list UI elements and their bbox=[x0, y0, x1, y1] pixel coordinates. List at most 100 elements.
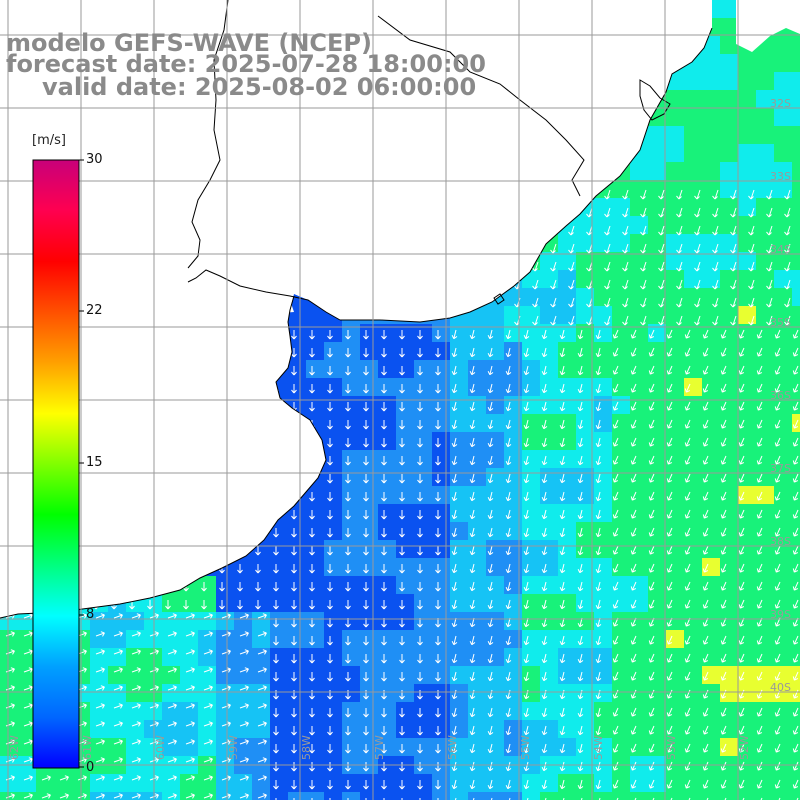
field-cell bbox=[90, 630, 108, 648]
wind-arrow bbox=[774, 743, 781, 753]
field-cell bbox=[612, 378, 630, 396]
field-cell bbox=[738, 504, 756, 522]
field-cell bbox=[558, 684, 576, 702]
field-cell bbox=[738, 72, 756, 90]
lon-label: 57W bbox=[373, 735, 386, 760]
wind-arrow bbox=[417, 636, 423, 646]
wind-arrow bbox=[469, 761, 476, 772]
wind-arrow bbox=[702, 743, 709, 753]
wind-arrow bbox=[505, 599, 512, 610]
wind-arrow bbox=[167, 631, 177, 637]
field-cell bbox=[162, 594, 180, 612]
field-cell bbox=[360, 450, 378, 468]
wind-arrow bbox=[469, 509, 476, 520]
wind-arrow bbox=[417, 744, 423, 754]
wind-arrow bbox=[345, 654, 351, 664]
field-cell bbox=[234, 648, 252, 666]
field-cell bbox=[558, 288, 576, 306]
wind-arrow bbox=[451, 599, 458, 610]
field-cell bbox=[630, 666, 648, 684]
wind-arrow bbox=[219, 600, 225, 610]
field-cell bbox=[486, 450, 504, 468]
wind-arrow bbox=[666, 653, 673, 663]
field-cell bbox=[414, 774, 432, 792]
wind-arrow bbox=[451, 329, 458, 340]
wind-arrow bbox=[381, 672, 387, 682]
field-cell bbox=[324, 396, 342, 414]
wind-arrow bbox=[702, 473, 709, 483]
wind-arrow bbox=[417, 654, 423, 664]
wind-arrow bbox=[487, 329, 494, 340]
wind-arrow bbox=[684, 509, 691, 519]
wind-arrow bbox=[766, 297, 773, 308]
field-cell bbox=[738, 126, 756, 144]
field-cell bbox=[756, 630, 774, 648]
wind-arrow bbox=[541, 383, 548, 394]
wind-arrow bbox=[612, 437, 619, 447]
wind-arrow bbox=[720, 761, 727, 771]
wind-arrow bbox=[95, 703, 105, 709]
wind-arrow bbox=[435, 726, 441, 736]
wind-arrow bbox=[327, 348, 333, 358]
wind-arrow bbox=[720, 653, 727, 663]
field-cell bbox=[774, 252, 792, 270]
wind-arrow bbox=[131, 649, 141, 655]
field-cell bbox=[756, 234, 774, 252]
field-cell bbox=[540, 774, 558, 792]
field-cell bbox=[612, 576, 630, 594]
lat-label: 35S bbox=[770, 316, 791, 329]
field-cell bbox=[432, 792, 450, 800]
field-cell bbox=[378, 396, 396, 414]
wind-arrow bbox=[702, 491, 709, 501]
wind-arrow bbox=[327, 636, 333, 646]
field-cell bbox=[198, 648, 216, 666]
field-cell bbox=[288, 540, 306, 558]
wind-arrow bbox=[541, 347, 548, 358]
wind-arrow bbox=[694, 297, 701, 308]
wind-arrow bbox=[792, 401, 799, 411]
field-cell bbox=[540, 486, 558, 504]
wind-arrow bbox=[712, 207, 719, 218]
wind-arrow bbox=[23, 703, 33, 709]
wind-arrow bbox=[694, 261, 701, 272]
field-cell bbox=[684, 648, 702, 666]
field-cell bbox=[486, 666, 504, 684]
wind-arrow bbox=[684, 401, 691, 411]
wind-arrow bbox=[792, 347, 799, 357]
field-cell bbox=[306, 612, 324, 630]
field-cell bbox=[324, 720, 342, 738]
wind-arrow bbox=[720, 725, 727, 735]
field-cell bbox=[414, 702, 432, 720]
field-cell bbox=[720, 360, 738, 378]
wind-arrow bbox=[363, 546, 369, 556]
wind-arrow bbox=[505, 725, 512, 736]
wind-arrow bbox=[5, 793, 15, 799]
wind-arrow bbox=[541, 707, 548, 718]
field-cell bbox=[738, 558, 756, 576]
wind-arrow bbox=[792, 743, 799, 753]
wind-arrow bbox=[185, 703, 195, 709]
field-cell bbox=[162, 792, 180, 800]
wind-arrow bbox=[185, 667, 195, 673]
wind-arrow bbox=[630, 581, 637, 591]
field-cell bbox=[324, 630, 342, 648]
wind-arrow bbox=[774, 545, 781, 555]
wind-arrow bbox=[381, 402, 387, 412]
wind-arrow bbox=[784, 315, 791, 326]
wind-arrow bbox=[720, 401, 727, 411]
wind-arrow bbox=[381, 420, 387, 430]
wind-arrow bbox=[541, 761, 548, 772]
wind-arrow bbox=[541, 401, 548, 412]
field-cell bbox=[414, 558, 432, 576]
wind-arrow bbox=[131, 685, 141, 691]
field-cell bbox=[342, 414, 360, 432]
wind-arrow bbox=[273, 780, 279, 790]
wind-arrow bbox=[381, 744, 387, 754]
wind-arrow bbox=[684, 689, 691, 699]
field-cell bbox=[414, 522, 432, 540]
wind-arrow bbox=[487, 455, 494, 466]
field-cell bbox=[432, 648, 450, 666]
wind-arrow bbox=[648, 509, 655, 519]
field-cell bbox=[468, 648, 486, 666]
field-cell bbox=[396, 792, 414, 800]
